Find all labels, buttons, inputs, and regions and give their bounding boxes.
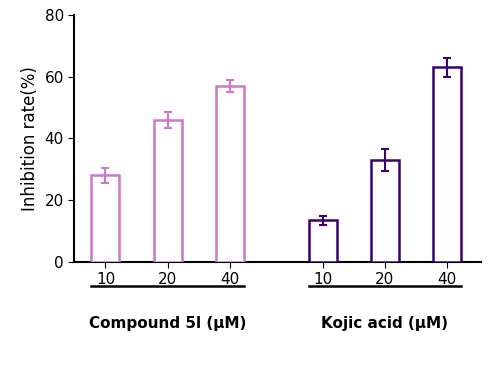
Bar xyxy=(216,86,244,262)
Text: Kojic acid (μM): Kojic acid (μM) xyxy=(321,316,448,331)
Bar xyxy=(371,160,399,262)
Y-axis label: Inhibition rate(%): Inhibition rate(%) xyxy=(21,66,39,211)
Bar xyxy=(91,175,120,262)
Text: Compound 5l (μM): Compound 5l (μM) xyxy=(89,316,246,331)
Bar xyxy=(154,120,182,262)
Bar xyxy=(309,220,337,262)
Bar xyxy=(433,67,461,262)
